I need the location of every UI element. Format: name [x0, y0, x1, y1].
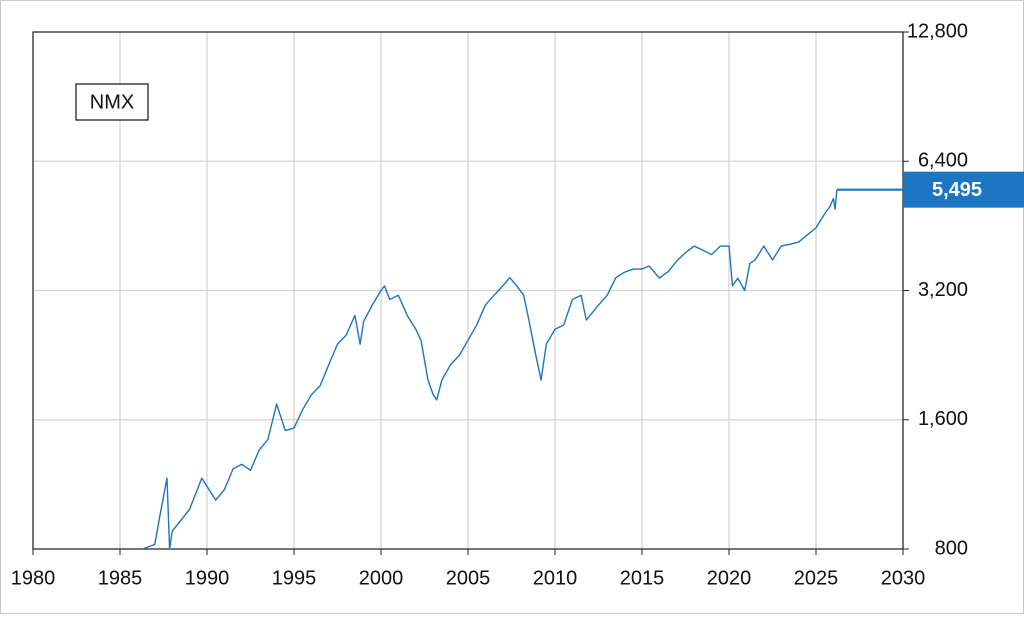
y-tick-label: 3,200: [918, 279, 968, 301]
y-tick-label: 12,800: [907, 20, 968, 42]
y-tick-label: 1,600: [918, 408, 968, 430]
y-tick-label: 6,400: [918, 150, 968, 172]
legend-box: [75, 83, 149, 121]
y-tick-label: 800: [935, 537, 968, 559]
x-tick-label: 2025: [794, 567, 839, 589]
x-tick-label: 2000: [359, 567, 404, 589]
last-value-label: 5,495: [932, 179, 982, 201]
x-tick-label: 2015: [620, 567, 665, 589]
x-tick-label: 1985: [98, 567, 143, 589]
x-tick-label: 2020: [707, 567, 752, 589]
legend-label: NMX: [90, 91, 134, 113]
series-line: [142, 189, 838, 550]
last-value-box: [903, 171, 1024, 208]
x-tick-label: 2030: [881, 567, 926, 589]
x-tick-label: 2010: [533, 567, 578, 589]
x-tick-label: 1980: [11, 567, 56, 589]
x-tick-label: 2005: [446, 567, 491, 589]
x-tick-label: 1995: [272, 567, 317, 589]
x-tick-label: 1990: [185, 567, 230, 589]
